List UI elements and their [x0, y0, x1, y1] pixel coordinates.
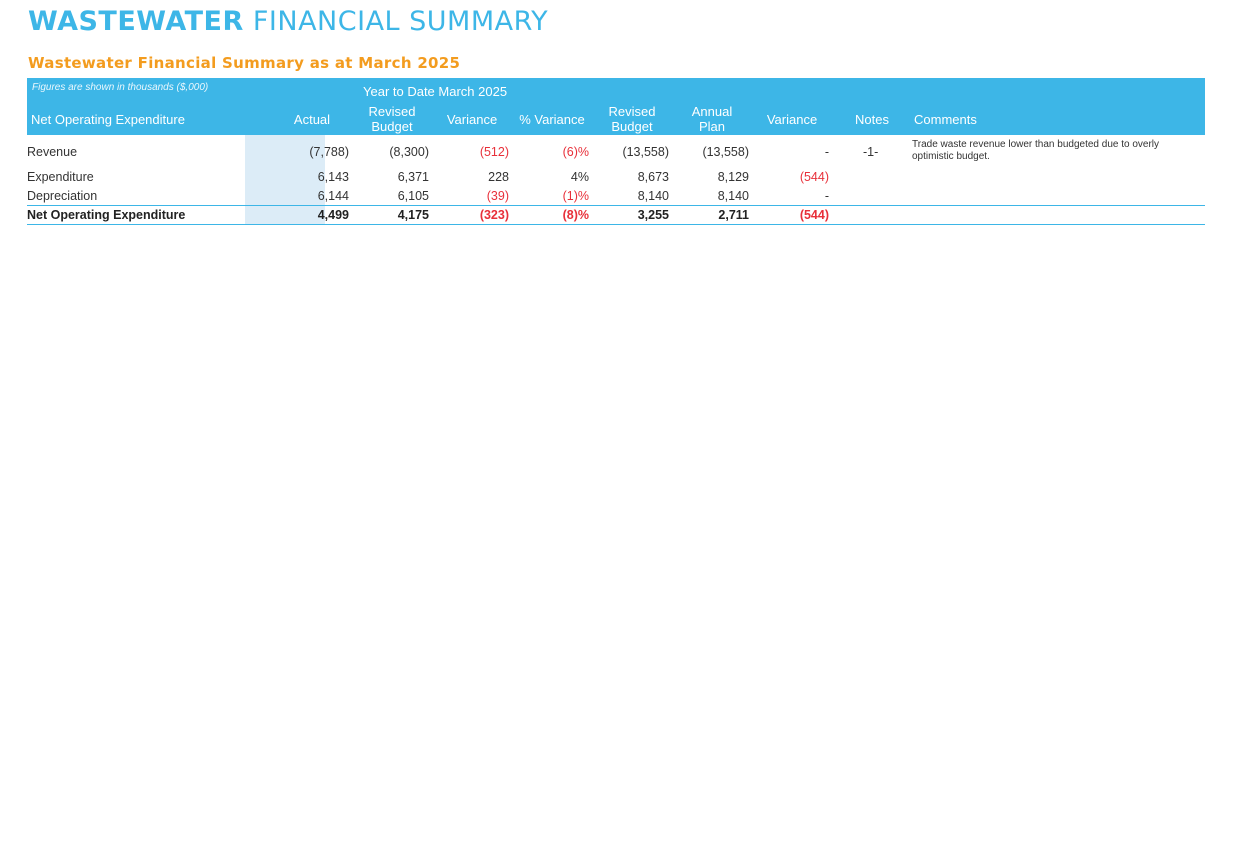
cell-variance: (544) — [799, 170, 829, 184]
total-bottom-divider — [27, 224, 1205, 225]
cell-actual: (7,788) — [309, 145, 349, 159]
header-revised-budget-line2: Budget — [611, 119, 653, 134]
cell-ytd-budget: 6,371 — [397, 170, 429, 184]
cell-notes: -1- — [863, 145, 879, 159]
cell-ytd-variance: 228 — [488, 170, 509, 184]
header-annual-plan-line2: Plan — [698, 119, 726, 134]
cell-annual-plan: 8,140 — [717, 189, 749, 203]
header-annual-plan-line1: Annual — [691, 104, 733, 119]
header-label: Net Operating Expenditure — [31, 112, 185, 127]
header-revised-budget: Revised Budget — [597, 104, 667, 134]
total-ytd-variance: (323) — [479, 208, 509, 222]
header-ytd-variance: Variance — [446, 112, 498, 127]
header-comments: Comments — [914, 112, 977, 127]
header-variance: Variance — [766, 112, 818, 127]
page-title-light: FINANCIAL SUMMARY — [252, 6, 549, 37]
table-row: Depreciation 6,144 6,105 (39) (1)% 8,140… — [27, 189, 1205, 207]
cell-annual-plan: (13,558) — [702, 145, 749, 159]
row-label: Expenditure — [27, 170, 94, 184]
ytd-group-header: Year to Date March 2025 — [363, 84, 508, 99]
cell-variance: - — [824, 145, 829, 159]
header-pct-variance: % Variance — [519, 112, 585, 127]
total-actual: 4,499 — [317, 208, 349, 222]
cell-actual: 6,143 — [317, 170, 349, 184]
cell-revised-budget: 8,673 — [637, 170, 669, 184]
cell-ytd-variance: (512) — [479, 145, 509, 159]
cell-ytd-variance: (39) — [486, 189, 509, 203]
total-pct-variance: (8)% — [562, 208, 589, 222]
cell-revised-budget: 8,140 — [637, 189, 669, 203]
cell-revised-budget: (13,558) — [622, 145, 669, 159]
page-title: WASTEWATER FINANCIAL SUMMARY — [28, 6, 548, 37]
row-label: Depreciation — [27, 189, 98, 203]
cell-actual: 6,144 — [317, 189, 349, 203]
cell-pct-variance: (1)% — [562, 189, 589, 203]
cell-ytd-budget: 6,105 — [397, 189, 429, 203]
header-revised-budget-line1: Revised — [608, 104, 656, 119]
total-ytd-budget: 4,175 — [397, 208, 429, 222]
page-title-bold: WASTEWATER — [28, 6, 244, 37]
table-row: Revenue (7,788) (8,300) (512) (6)% (13,5… — [27, 139, 1205, 165]
total-variance: (544) — [799, 208, 829, 222]
page-subtitle: Wastewater Financial Summary as at March… — [28, 54, 461, 72]
header-notes: Notes — [855, 112, 889, 127]
table-header: Figures are shown in thousands ($,000) Y… — [27, 78, 1205, 135]
financial-summary-table: Figures are shown in thousands ($,000) Y… — [27, 78, 1205, 225]
header-annual-plan: Annual Plan — [677, 104, 747, 134]
total-revised-budget: 3,255 — [637, 208, 669, 222]
cell-pct-variance: 4% — [570, 170, 589, 184]
total-top-divider — [27, 205, 1205, 206]
total-annual-plan: 2,711 — [718, 208, 749, 222]
actual-column-highlight — [245, 135, 325, 225]
cell-ytd-budget: (8,300) — [389, 145, 429, 159]
cell-pct-variance: (6)% — [562, 145, 589, 159]
cell-variance: - — [824, 189, 829, 203]
header-ytd-budget: Revised Budget — [357, 104, 427, 134]
header-actual: Actual — [293, 112, 331, 127]
total-row: Net Operating Expenditure 4,499 4,175 (3… — [27, 208, 1205, 226]
table-row: Expenditure 6,143 6,371 228 4% 8,673 8,1… — [27, 170, 1205, 188]
row-label: Revenue — [27, 145, 78, 159]
header-ytd-budget-line2: Budget — [371, 119, 413, 134]
cell-annual-plan: 8,129 — [717, 170, 749, 184]
cell-comments: Trade waste revenue lower than budgeted … — [912, 139, 1160, 162]
header-ytd-budget-line1: Revised — [368, 104, 416, 119]
figures-note: Figures are shown in thousands ($,000) — [32, 82, 209, 93]
total-label: Net Operating Expenditure — [27, 208, 186, 222]
